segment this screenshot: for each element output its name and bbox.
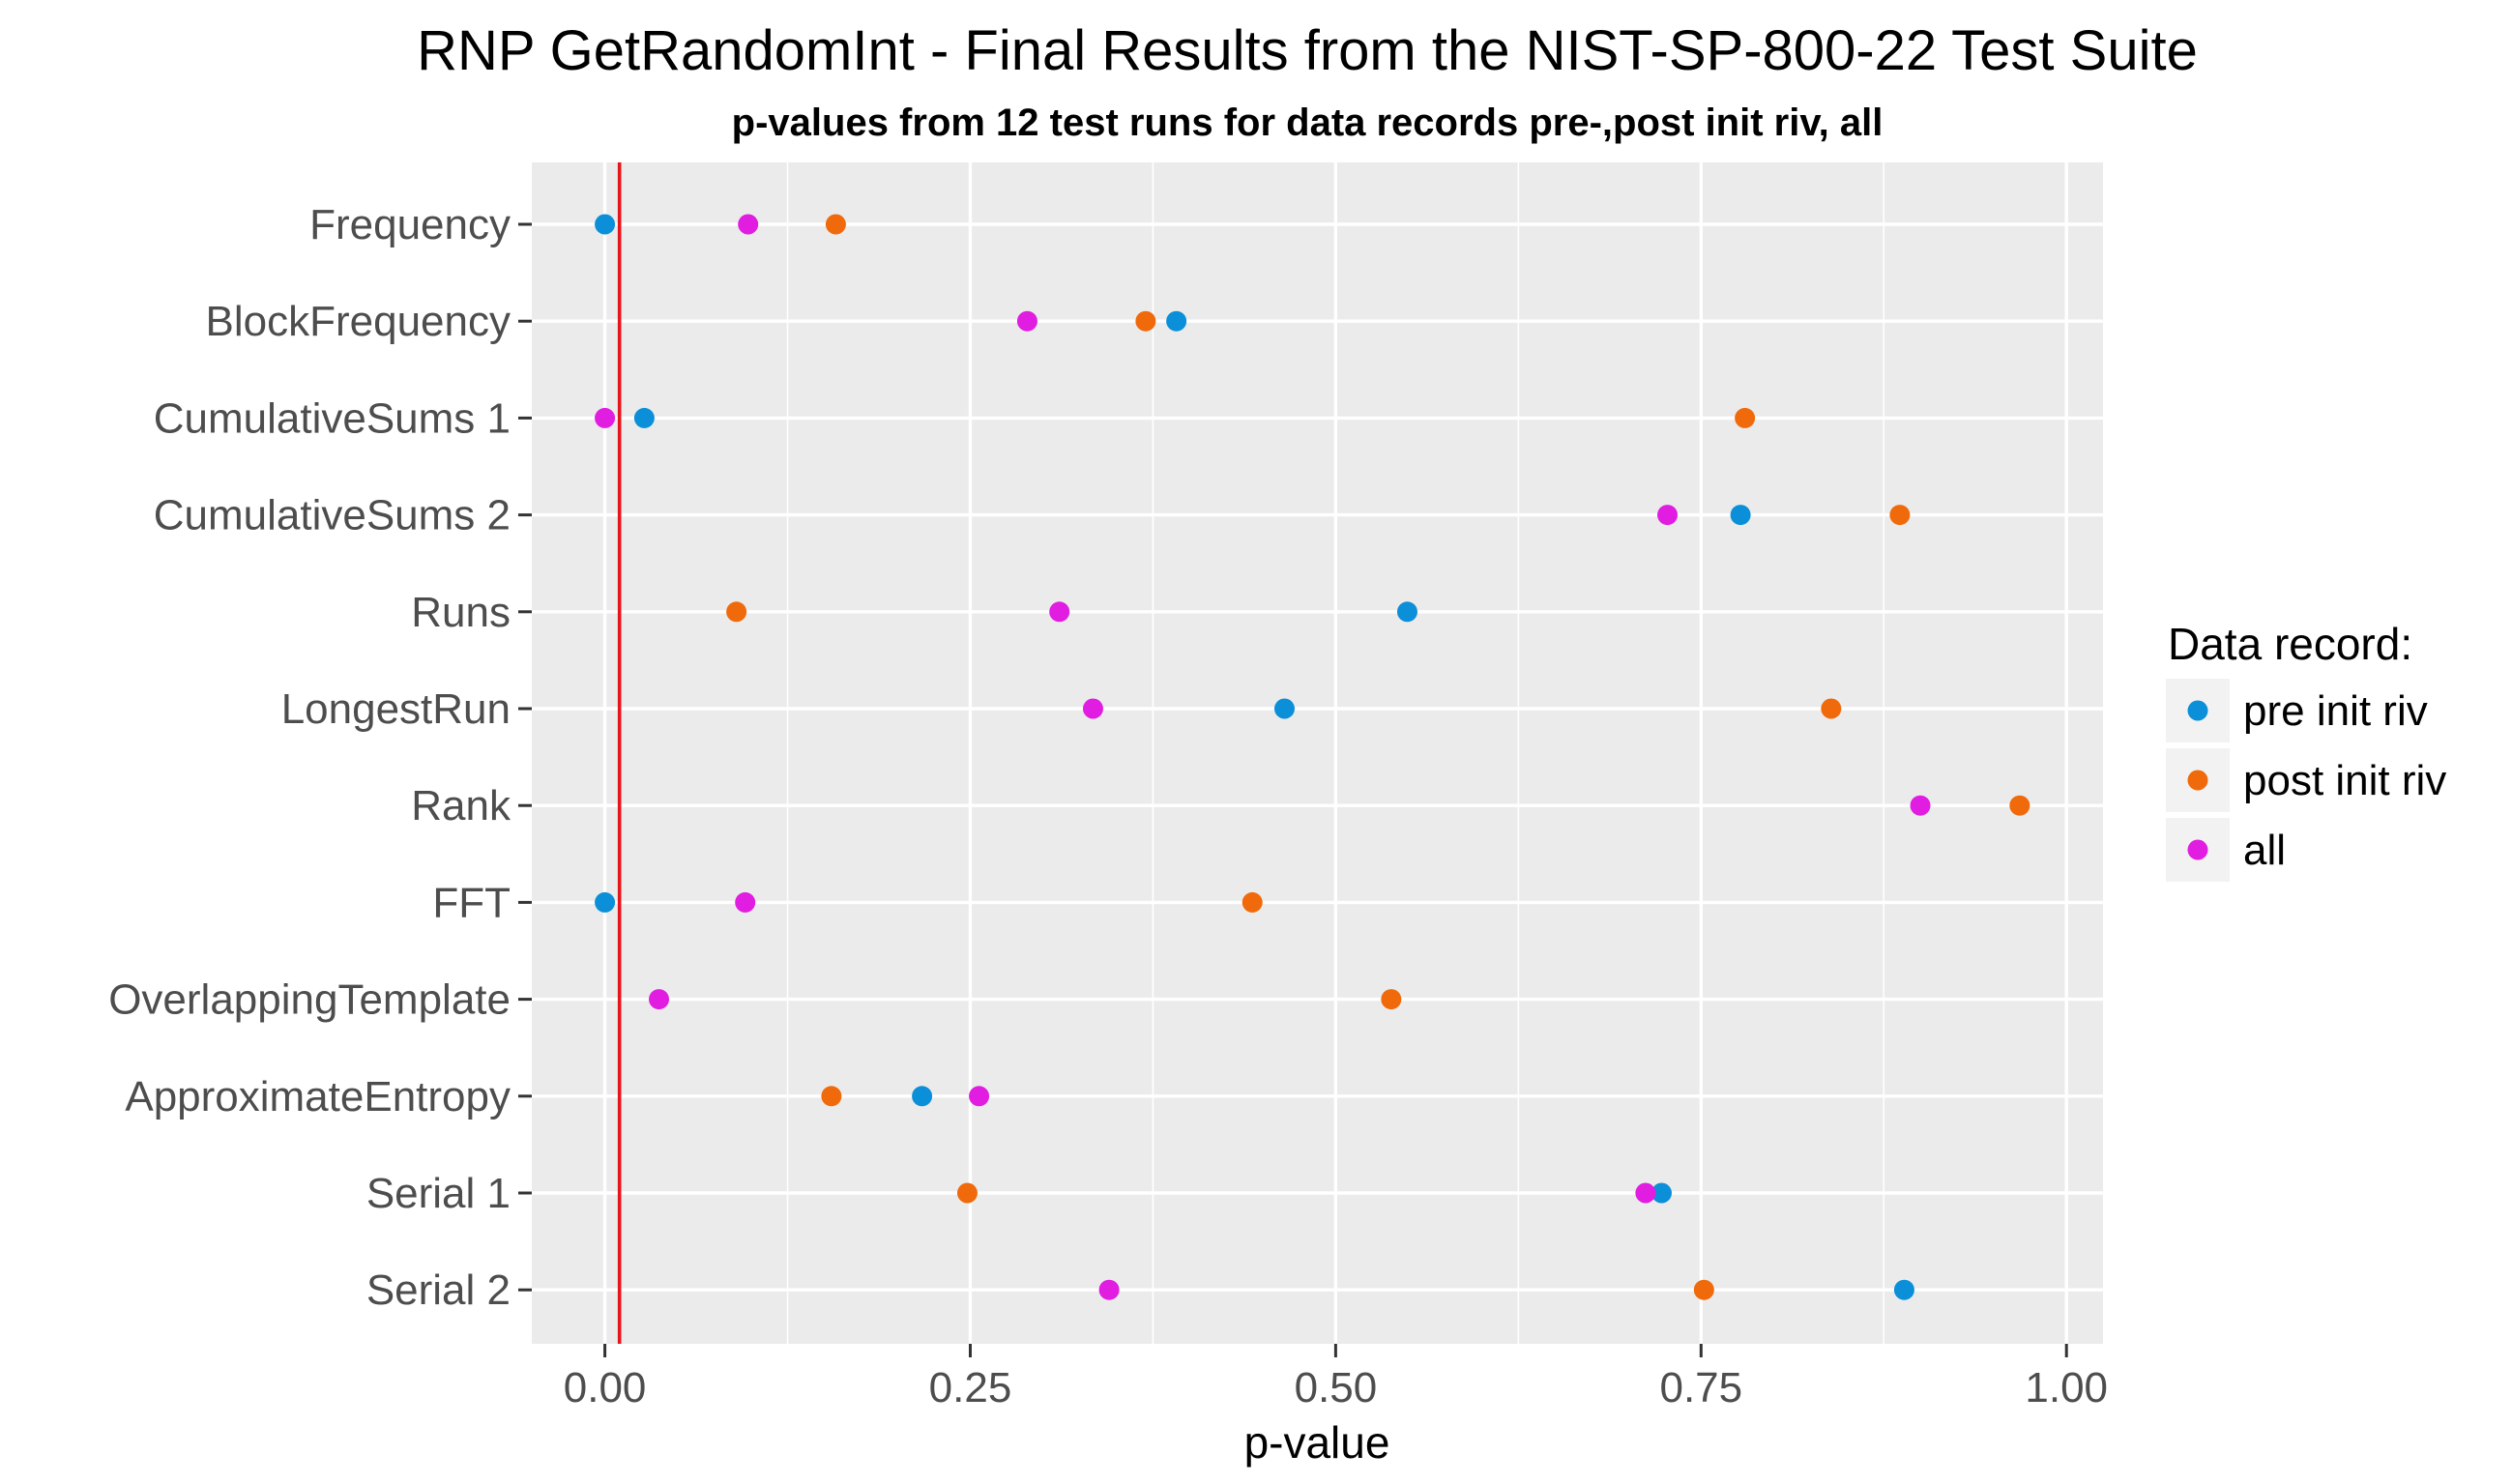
data-point <box>1098 1279 1120 1300</box>
grid-lines <box>532 162 2103 1344</box>
legend-swatch <box>2187 770 2208 791</box>
data-point <box>1241 891 1263 913</box>
data-point <box>2009 795 2030 816</box>
x-axis: 0.00 0.25 0.50 0.75 1.00 <box>564 1344 2108 1411</box>
x-tick-label: 0.50 <box>1295 1364 1378 1411</box>
data-point <box>1889 505 1911 526</box>
data-point <box>1016 310 1037 332</box>
data-point <box>1135 310 1156 332</box>
data-point <box>912 1086 933 1107</box>
data-point <box>1381 989 1402 1010</box>
y-tick-label: Serial 2 <box>366 1266 511 1314</box>
y-tick-label: Frequency <box>309 201 511 248</box>
data-point <box>595 214 616 235</box>
chart-subtitle: p-values from 12 test runs for data reco… <box>732 102 1884 144</box>
y-tick-label: Serial 1 <box>366 1170 511 1217</box>
legend-swatch <box>2187 700 2208 721</box>
x-tick-label: 1.00 <box>2025 1364 2108 1411</box>
data-point <box>1821 698 1842 719</box>
data-point <box>1396 601 1417 623</box>
y-axis: Frequency BlockFrequency CumulativeSums 1 C… <box>108 201 532 1314</box>
legend-label: pre init riv <box>2243 687 2428 735</box>
legend-label: all <box>2243 827 2286 874</box>
y-tick-label: CumulativeSums 1 <box>154 394 511 442</box>
data-point <box>738 214 759 235</box>
data-point <box>969 1086 990 1107</box>
data-point <box>633 407 655 428</box>
data-point <box>1657 505 1679 526</box>
data-point <box>595 407 616 428</box>
y-tick-label: BlockFrequency <box>206 298 511 345</box>
data-point <box>1693 1279 1714 1300</box>
y-tick-label: LongestRun <box>281 685 511 733</box>
data-point <box>1082 698 1103 719</box>
y-tick-label: CumulativeSums 2 <box>154 492 511 539</box>
chart-title: RNP GetRandomInt - Final Results from th… <box>417 19 2198 82</box>
y-tick-label: Runs <box>411 589 511 636</box>
data-point <box>1166 310 1187 332</box>
data-point <box>956 1182 978 1204</box>
data-point <box>1049 601 1070 623</box>
data-point <box>595 891 616 913</box>
data-point <box>1635 1182 1656 1204</box>
data-points <box>595 214 2030 1300</box>
data-point <box>735 891 756 913</box>
legend-swatch <box>2187 839 2208 860</box>
x-tick-label: 0.00 <box>564 1364 647 1411</box>
x-tick-label: 0.75 <box>1659 1364 1742 1411</box>
x-tick-label: 0.25 <box>929 1364 1012 1411</box>
data-point <box>649 989 670 1010</box>
data-point <box>1730 505 1751 526</box>
legend: Data record: pre init riv post init riv al… <box>2166 619 2446 882</box>
plot-panel <box>532 162 2103 1344</box>
data-point <box>1910 795 1931 816</box>
data-point <box>825 214 846 235</box>
y-tick-label: FFT <box>432 879 511 926</box>
y-tick-label: Rank <box>411 782 511 829</box>
data-point <box>726 601 747 623</box>
data-point <box>1893 1279 1914 1300</box>
y-tick-label: ApproximateEntropy <box>125 1073 511 1120</box>
legend-title: Data record: <box>2168 619 2412 669</box>
data-point <box>1650 1182 1672 1204</box>
data-point <box>821 1086 842 1107</box>
y-tick-label: OverlappingTemplate <box>108 976 511 1024</box>
legend-label: post init riv <box>2243 757 2446 804</box>
x-axis-title: p-value <box>1244 1417 1390 1468</box>
data-point <box>1735 407 1756 428</box>
data-point <box>1273 698 1295 719</box>
